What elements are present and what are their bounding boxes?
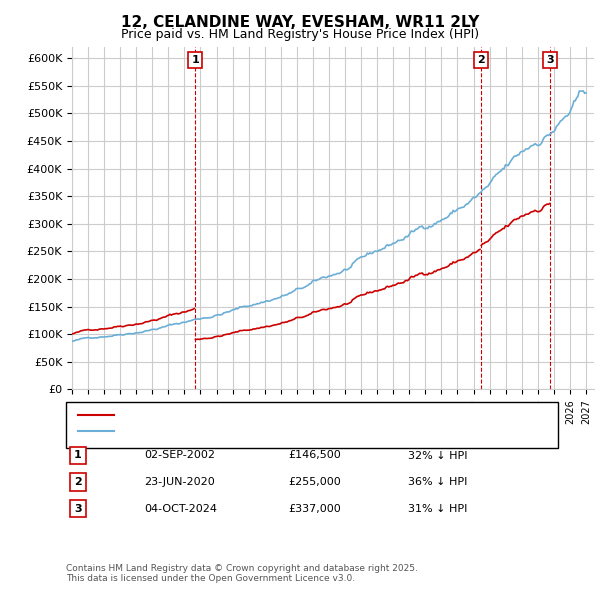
Text: 1: 1 (191, 55, 199, 65)
Text: 04-OCT-2024: 04-OCT-2024 (144, 504, 217, 513)
Text: 32% ↓ HPI: 32% ↓ HPI (408, 451, 467, 460)
Text: £146,500: £146,500 (288, 451, 341, 460)
Text: 12, CELANDINE WAY, EVESHAM, WR11 2LY: 12, CELANDINE WAY, EVESHAM, WR11 2LY (121, 15, 479, 30)
Text: 3: 3 (74, 504, 82, 513)
Text: £337,000: £337,000 (288, 504, 341, 513)
Text: 36% ↓ HPI: 36% ↓ HPI (408, 477, 467, 487)
Text: 1: 1 (74, 451, 82, 460)
Text: 2: 2 (74, 477, 82, 487)
Text: 12, CELANDINE WAY, EVESHAM, WR11 2LY (detached house): 12, CELANDINE WAY, EVESHAM, WR11 2LY (de… (120, 410, 435, 419)
Text: 23-JUN-2020: 23-JUN-2020 (144, 477, 215, 487)
Text: 02-SEP-2002: 02-SEP-2002 (144, 451, 215, 460)
Text: 31% ↓ HPI: 31% ↓ HPI (408, 504, 467, 513)
Text: £255,000: £255,000 (288, 477, 341, 487)
Text: 2: 2 (478, 55, 485, 65)
Text: 3: 3 (546, 55, 554, 65)
Text: Price paid vs. HM Land Registry's House Price Index (HPI): Price paid vs. HM Land Registry's House … (121, 28, 479, 41)
Text: HPI: Average price, detached house, Wychavon: HPI: Average price, detached house, Wych… (120, 426, 367, 435)
Text: Contains HM Land Registry data © Crown copyright and database right 2025.
This d: Contains HM Land Registry data © Crown c… (66, 563, 418, 583)
